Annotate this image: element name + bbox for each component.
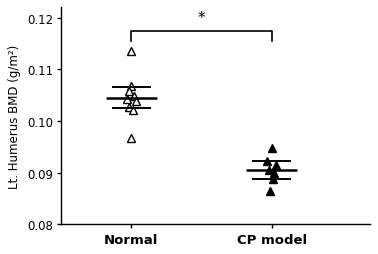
Y-axis label: Lt. Humerus BMD (g/m²): Lt. Humerus BMD (g/m²) — [8, 44, 21, 188]
Text: *: * — [198, 11, 205, 26]
